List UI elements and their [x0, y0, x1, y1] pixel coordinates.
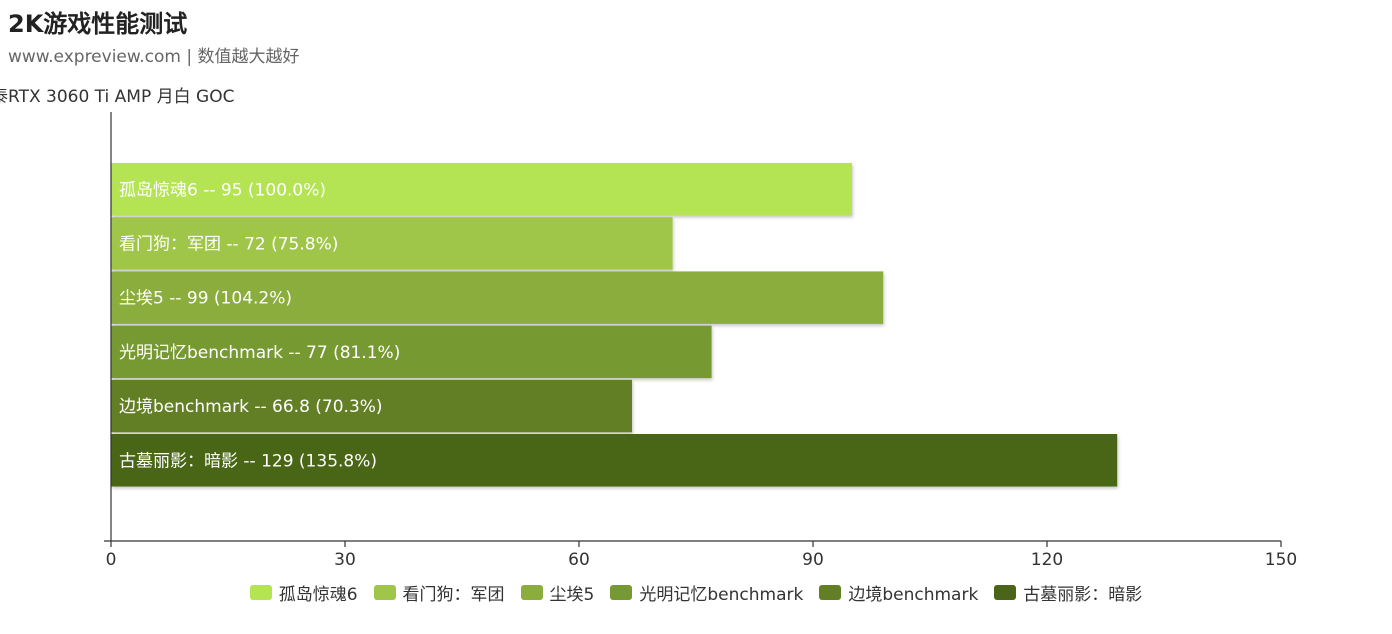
- x-tick-label: 30: [334, 550, 356, 570]
- legend-label: 看门狗：军团: [402, 585, 505, 605]
- legend-item[interactable]: 尘埃5: [520, 580, 595, 605]
- legend-item[interactable]: 看门狗：军团: [373, 580, 505, 605]
- legend-item[interactable]: 光明记忆benchmark: [610, 580, 803, 605]
- bar-3: [111, 271, 884, 324]
- legend-item[interactable]: 边境benchmark: [819, 580, 978, 605]
- chart-title: 2K游戏性能测试: [8, 10, 188, 38]
- bar-4: [111, 325, 712, 379]
- legend-swatch: [610, 585, 633, 600]
- x-tick-label: 90: [802, 550, 824, 570]
- legend-label: 边境benchmark: [848, 585, 979, 605]
- bar-1: [111, 163, 852, 216]
- legend-label: 古墓丽影：暗影: [1023, 585, 1143, 605]
- bar-2: [111, 217, 673, 270]
- bar-data-label: 看门狗：军团 -- 72 (75.8%): [119, 234, 338, 254]
- bar-data-label: 边境benchmark -- 66.8 (70.3%): [119, 397, 383, 417]
- legend-swatch: [249, 585, 272, 600]
- x-tick-label: 120: [1031, 550, 1063, 570]
- legend-swatch: [994, 585, 1017, 600]
- chart-legend: 孤岛惊魂6 看门狗：军团 尘埃5 光明记忆benchmark 边境benchmark 古墓…: [0, 580, 1392, 605]
- bar-data-label: 光明记忆benchmark -- 77 (81.1%): [119, 343, 400, 363]
- legend-swatch: [819, 585, 842, 600]
- legend-item[interactable]: 孤岛惊魂6: [249, 580, 358, 605]
- bar-5: [111, 379, 633, 433]
- x-tick-label: 150: [1265, 550, 1297, 570]
- bar-data-label: 古墓丽影：暗影 -- 129 (135.8%): [119, 451, 377, 471]
- legend-swatch: [520, 585, 543, 600]
- bar-6: [111, 434, 1118, 487]
- legend-label: 尘埃5: [549, 585, 595, 605]
- category-label: 泰RTX 3060 Ti AMP 月白 GOC: [0, 87, 235, 107]
- chart-subtitle: www.expreview.com | 数值越大越好: [8, 47, 300, 67]
- legend-label: 孤岛惊魂6: [278, 585, 358, 605]
- legend-swatch: [373, 585, 396, 600]
- x-tick-label: 0: [106, 550, 117, 570]
- bar-data-label: 孤岛惊魂6 -- 95 (100.0%): [119, 180, 326, 200]
- legend-item[interactable]: 古墓丽影：暗影: [994, 580, 1142, 605]
- legend-label: 光明记忆benchmark: [639, 585, 804, 605]
- bar-data-label: 尘埃5 -- 99 (104.2%): [119, 289, 292, 309]
- x-tick-label: 60: [568, 550, 590, 570]
- bar-chart: 孤岛惊魂6 -- 95 (100.0%) 看门狗：军团 -- 72 (75.8%)…: [104, 112, 1297, 570]
